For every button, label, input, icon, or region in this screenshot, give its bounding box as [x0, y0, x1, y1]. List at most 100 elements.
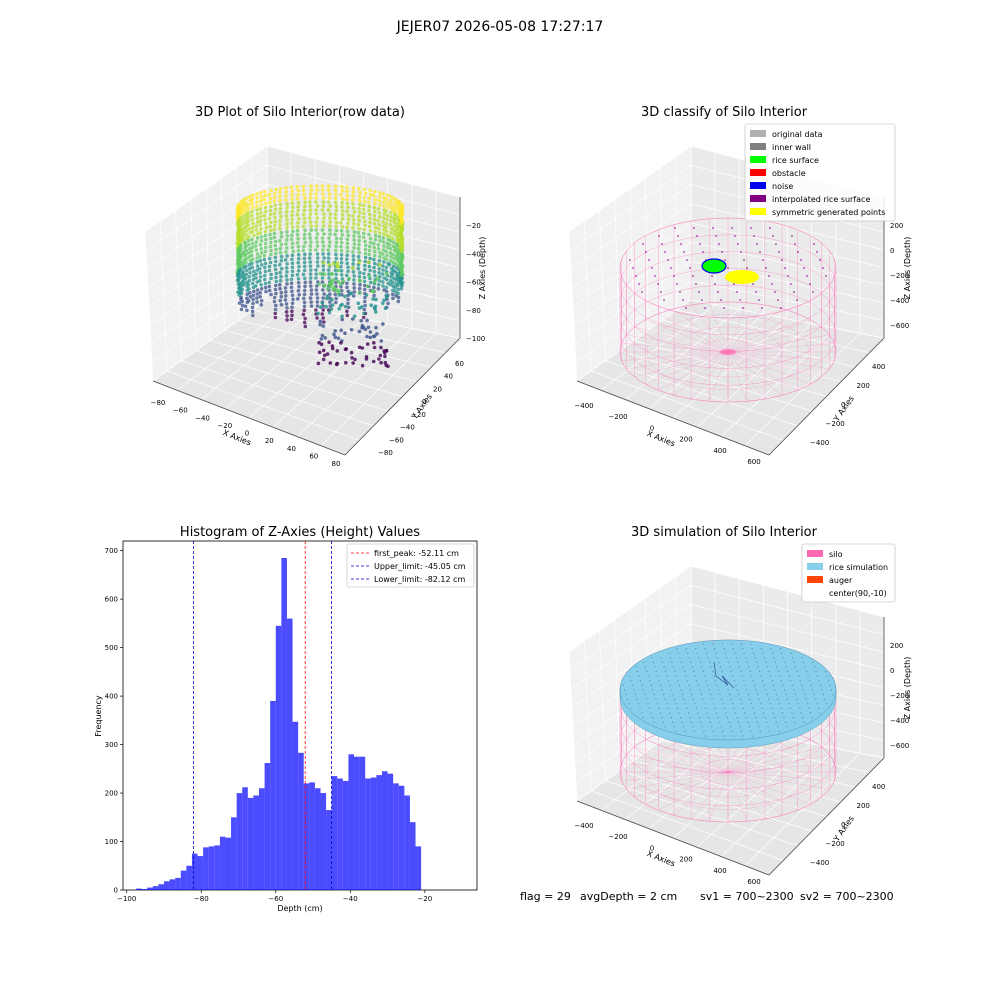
simulation-rice-grid-point [631, 684, 634, 687]
raw-data-point [339, 193, 343, 197]
raw-data-point [328, 216, 332, 220]
raw-data-point [357, 194, 362, 199]
raw-data-point [296, 221, 300, 225]
simulation-rice-grid-point [709, 661, 711, 664]
raw-data-point [254, 228, 259, 232]
raw-data-point [285, 230, 289, 234]
classify-interpolated-point [704, 307, 706, 309]
raw-data-point [284, 198, 288, 202]
simulation-rice-edge [619, 689, 837, 749]
raw-data-point [398, 213, 403, 218]
raw-data-point [254, 192, 259, 196]
raw-data-point [378, 215, 382, 219]
raw-data-point [278, 206, 283, 211]
raw-data-point [340, 189, 345, 193]
classify-interpolated-point [784, 267, 786, 269]
raw-data-point [296, 245, 301, 249]
raw-data-point [358, 190, 363, 195]
raw-data-point [377, 195, 382, 199]
raw-data-point [357, 306, 362, 310]
histogram-bar [203, 847, 209, 890]
raw-data-axes-box [144, 145, 461, 456]
raw-data-z-tick: −20 [466, 222, 481, 230]
classify-grid-line [576, 299, 692, 382]
raw-data-x-tick: 40 [287, 445, 296, 453]
simulation-rice-grid-point [712, 730, 714, 733]
classify-interpolated-point [673, 275, 675, 277]
raw-data-point [351, 226, 355, 230]
simulation-rice-grid-point [795, 666, 797, 668]
raw-data-point [264, 225, 269, 230]
raw-data-point [284, 250, 288, 254]
raw-data-point [328, 232, 332, 236]
simulation-rice-grid-point [772, 684, 775, 687]
classify-interpolated-point [796, 299, 798, 301]
raw-data-point [289, 221, 294, 226]
simulation-rice-grid-point [680, 717, 682, 719]
raw-data-point [328, 228, 332, 232]
raw-data-point [385, 217, 389, 222]
raw-data-x-axis-line [152, 380, 346, 456]
raw-data-point [273, 267, 278, 272]
raw-data-point [381, 220, 385, 224]
raw-data-point [399, 257, 404, 262]
histogram-x-tick-label: −100 [117, 895, 136, 903]
raw-data-point [344, 360, 348, 365]
raw-data-point [241, 234, 246, 238]
raw-data-point [279, 254, 284, 259]
classify-legend-frame [744, 123, 896, 222]
raw-data-point [320, 301, 325, 305]
raw-data-point [386, 205, 390, 210]
raw-data-point [345, 209, 349, 214]
simulation-rice-grid-point [669, 684, 671, 687]
raw-data-point [296, 289, 301, 293]
simulation-rice-grid-point [812, 661, 814, 664]
raw-data-point [351, 294, 356, 298]
raw-data-x-tick: −60 [173, 407, 188, 415]
raw-data-point [345, 189, 349, 194]
simulation-rice-grid-point [752, 707, 754, 710]
classify-interpolated-point [682, 299, 684, 301]
classify-interpolated-point [809, 283, 811, 285]
classify-interpolated-point [769, 227, 771, 229]
raw-data-point [358, 210, 362, 215]
raw-data-point [309, 188, 314, 192]
raw-data-point [290, 261, 295, 266]
simulation-rice-grid-point [782, 657, 784, 659]
simulation-rice-grid-point [760, 648, 763, 650]
raw-data-point [369, 192, 373, 197]
raw-data-point [303, 276, 307, 281]
raw-data-point [314, 224, 319, 228]
simulation-rice-grid-point [783, 689, 786, 691]
simulation-y-tick: −400 [810, 859, 829, 867]
raw-data-point [255, 204, 259, 208]
raw-data-point [241, 262, 246, 266]
simulation-rice-grid-point [711, 698, 713, 700]
simulation-rice-grid-point [768, 671, 770, 673]
simulation-rice-grid-point [639, 707, 641, 710]
raw-data-point [239, 223, 243, 228]
simulation-rice-grid-point [779, 675, 781, 677]
simulation-rice-grid-point [654, 666, 656, 668]
classify-interpolated-point [775, 243, 777, 245]
simulation-rice-grid-point [703, 643, 705, 645]
raw-data-point [368, 240, 373, 245]
classify-interpolated-point [721, 251, 723, 253]
raw-data-point [351, 317, 355, 321]
simulation-rice-grid-point [661, 689, 663, 691]
histogram-bar [387, 773, 394, 890]
simulation-rice-grid-point [668, 652, 670, 654]
raw-data-point [393, 286, 398, 290]
raw-data-point [297, 285, 301, 289]
simulation-rice-grid-point [677, 680, 679, 682]
raw-data-point [259, 251, 264, 255]
raw-data-point [308, 272, 313, 276]
simulation-rice-grid-point [674, 671, 676, 673]
raw-data-point [322, 272, 327, 277]
raw-data-point [380, 252, 385, 256]
raw-data-point [290, 201, 295, 206]
raw-data-point [301, 188, 306, 193]
simulation-rice-grid-point [810, 684, 812, 687]
